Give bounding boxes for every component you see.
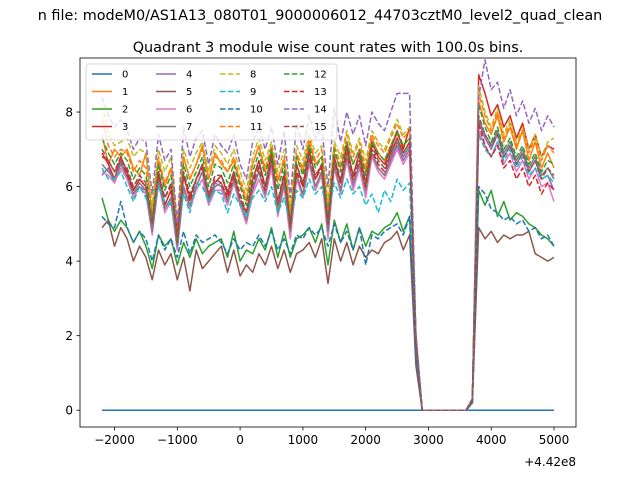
- axes-layer: −2000 −1000 0 1000 2000 3000 4000 5000 0 2 4 6 8: [65, 57, 577, 447]
- y-tick-label: 0: [65, 404, 73, 418]
- axes-frame: [79, 57, 577, 428]
- series-layer: [101, 59, 555, 411]
- series-line-8: [101, 85, 555, 411]
- legend-label-7: 7: [186, 122, 192, 133]
- y-tick-label: 2: [65, 329, 73, 343]
- y-tick-label: 8: [65, 105, 73, 119]
- legend-label-8: 8: [250, 70, 256, 81]
- x-tick-label: 0: [236, 433, 244, 447]
- series-line-5: [101, 219, 555, 411]
- legend-label-3: 3: [122, 122, 128, 133]
- legend-label-9: 9: [250, 87, 256, 98]
- series-line-13: [101, 122, 555, 411]
- y-tick-label: 4: [65, 254, 73, 268]
- series-line-10: [101, 185, 555, 411]
- x-tick-label: 1000: [288, 433, 319, 447]
- series-line-15: [101, 115, 555, 411]
- legend-label-1: 1: [122, 87, 128, 98]
- legend-box: [85, 63, 338, 141]
- x-tick-label: 5000: [539, 433, 570, 447]
- legend-label-2: 2: [122, 105, 128, 116]
- series-line-11: [101, 92, 555, 411]
- x-offset-label: +4.42e8: [524, 455, 576, 469]
- x-tick-label: −2000: [94, 433, 135, 447]
- legend-label-14: 14: [314, 105, 327, 116]
- legend-label-6: 6: [186, 105, 192, 116]
- legend-label-15: 15: [314, 122, 327, 133]
- x-tick-label: 3000: [413, 433, 444, 447]
- series-line-2: [101, 189, 555, 411]
- legend-label-4: 4: [186, 70, 192, 81]
- chart-title: Quadrant 3 module wise count rates with …: [133, 40, 524, 56]
- legend-label-12: 12: [314, 70, 327, 81]
- series-line-14: [101, 59, 555, 411]
- y-tick-label: 6: [65, 180, 73, 194]
- figure-suptitle: n file: modeM0/AS1A13_080T01_9000006012_…: [38, 8, 603, 24]
- legend-label-11: 11: [250, 122, 263, 133]
- legend-label-13: 13: [314, 87, 327, 98]
- x-tick-label: 2000: [350, 433, 381, 447]
- plot-area: [101, 59, 555, 411]
- legend-label-10: 10: [250, 105, 263, 116]
- legend-label-0: 0: [122, 70, 128, 81]
- legend-label-5: 5: [186, 87, 192, 98]
- x-tick-label: 4000: [476, 433, 507, 447]
- x-tick-label: −1000: [157, 433, 198, 447]
